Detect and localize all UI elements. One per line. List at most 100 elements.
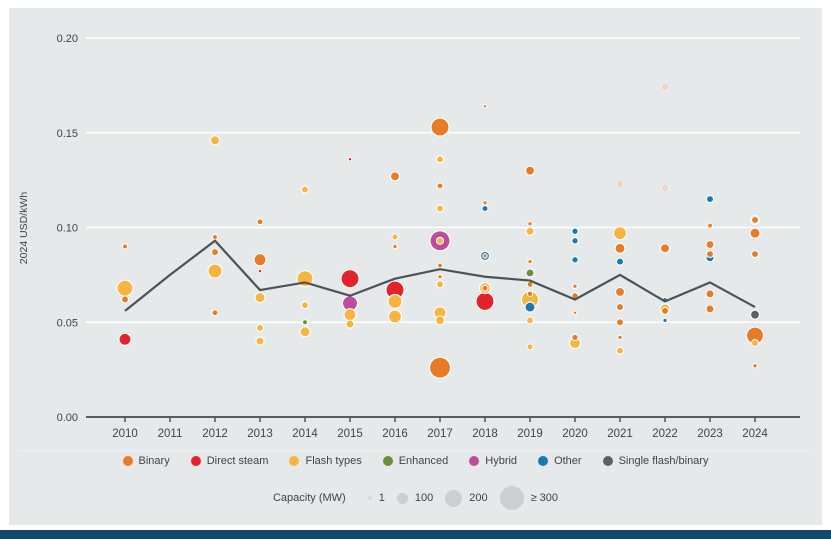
other-legend-dot-icon bbox=[538, 456, 549, 466]
bubble-binary bbox=[121, 243, 129, 250]
bubble-flash bbox=[345, 319, 355, 329]
bubble-flash bbox=[435, 204, 445, 213]
bubble-flash bbox=[300, 301, 310, 310]
x-tick-label: 2013 bbox=[247, 428, 273, 440]
bubble-binary bbox=[211, 309, 219, 317]
bubble-flash bbox=[207, 263, 223, 279]
bubble-flash bbox=[387, 293, 403, 309]
legend-item-label: Other bbox=[554, 455, 582, 467]
bubble-binary bbox=[705, 240, 715, 250]
legend-item-direct-steam: Direct steam bbox=[190, 455, 268, 467]
capacity-circle-icon bbox=[445, 489, 463, 507]
bubble-binary bbox=[705, 249, 715, 259]
enhanced-legend-dot-icon bbox=[382, 456, 393, 466]
bubble-binary bbox=[749, 227, 761, 239]
bubble-flash bbox=[612, 226, 628, 241]
bubble-binary bbox=[392, 243, 398, 250]
bubble-enhanced bbox=[525, 268, 535, 278]
lcoe-bubble-chart: 0.00 0.05 0.10 0.15 0.20 2024 USD/kWh 2010 2011… bbox=[18, 33, 811, 452]
capacity-legend-label: Capacity (MW) bbox=[272, 492, 346, 504]
direct-steam-legend-dot-icon bbox=[190, 456, 201, 466]
y-tick-label: 0.10 bbox=[57, 223, 78, 235]
bubble-binary bbox=[482, 103, 488, 109]
legend-item-hybrid: Hybrid bbox=[469, 455, 517, 467]
bubble-flash bbox=[525, 316, 535, 325]
binary-legend-dot-icon bbox=[122, 456, 133, 466]
bubble-other bbox=[705, 195, 715, 204]
bubble-single-flash-binary bbox=[749, 309, 761, 320]
bubble-other bbox=[571, 255, 579, 264]
capacity-item-label: ≥ 300 bbox=[530, 492, 559, 504]
legend-item-binary: Binary bbox=[122, 455, 170, 467]
bubble-binary bbox=[482, 253, 488, 259]
bubble-binary bbox=[527, 258, 533, 265]
bubble-binary bbox=[705, 304, 715, 314]
bubble-binary bbox=[615, 303, 625, 312]
legend-item-single-flash-binary: Single flash/binary bbox=[602, 455, 709, 467]
bubble-other bbox=[662, 317, 668, 324]
bubble-binary bbox=[705, 289, 715, 299]
bubble-flash bbox=[525, 226, 535, 236]
bubble-flash bbox=[255, 336, 265, 346]
bubble-direct-steam bbox=[257, 268, 263, 274]
legend-item-enhanced: Enhanced bbox=[382, 455, 449, 467]
bubble-binary bbox=[614, 286, 626, 297]
bubble-flash bbox=[343, 308, 357, 322]
y-tick-label: 0.00 bbox=[57, 412, 78, 424]
bubble-binary bbox=[256, 218, 264, 226]
bubble-flash bbox=[526, 343, 534, 351]
bubble-flash bbox=[617, 181, 623, 187]
category-legend: Binary Direct steam Flash types Enhanced Hyb… bbox=[9, 455, 822, 467]
x-tick-label: 2023 bbox=[697, 428, 723, 440]
legend-item-label: Enhanced bbox=[398, 455, 449, 467]
bubble-binary bbox=[482, 200, 488, 206]
bubble-direct-steam bbox=[475, 291, 495, 311]
bubble-flash bbox=[209, 135, 221, 146]
bubble-binary bbox=[524, 165, 536, 176]
bubble-other bbox=[571, 227, 579, 236]
bubble-direct-steam bbox=[340, 269, 360, 289]
y-tick-label: 0.15 bbox=[57, 128, 78, 140]
legend-item-label: Single flash/binary bbox=[618, 455, 709, 467]
y-axis-title: 2024 USD/kWh bbox=[18, 192, 30, 265]
capacity-item: 200 bbox=[445, 489, 488, 507]
x-tick-label: 2014 bbox=[292, 428, 318, 440]
y-tick-label: 0.20 bbox=[57, 33, 78, 45]
bubble-enhanced bbox=[301, 319, 309, 326]
capacity-item: 100 bbox=[396, 492, 434, 504]
bubble-flash bbox=[615, 346, 625, 355]
bubble-binary bbox=[750, 215, 760, 224]
bubble-flash bbox=[254, 292, 266, 304]
bubble-binary bbox=[752, 363, 758, 369]
bubble-binary bbox=[436, 182, 444, 190]
bubble-flash bbox=[435, 155, 445, 164]
bubble-binary bbox=[571, 333, 579, 342]
capacity-item-label: 100 bbox=[414, 492, 434, 504]
bubble-flash bbox=[387, 309, 403, 324]
bubble-flash bbox=[435, 236, 445, 245]
bubble-binary bbox=[614, 242, 626, 254]
single-flash-binary-legend-dot-icon bbox=[602, 456, 613, 466]
bubble-binary bbox=[428, 356, 452, 379]
bubble-binary bbox=[617, 334, 623, 341]
bubble-binary bbox=[659, 243, 671, 254]
bubble-flash bbox=[435, 280, 445, 289]
capacity-circle-icon bbox=[499, 486, 524, 510]
capacity-item-label: 1 bbox=[378, 492, 385, 504]
legend-item-flash: Flash types bbox=[289, 455, 362, 467]
x-tick-label: 2012 bbox=[202, 428, 228, 440]
bubble-direct-steam bbox=[118, 332, 132, 346]
footer-accent-bar bbox=[0, 530, 831, 539]
bubble-other bbox=[615, 257, 625, 266]
bubble-binary bbox=[481, 284, 489, 292]
legend-item-other: Other bbox=[538, 455, 582, 467]
capacity-circle-icon bbox=[396, 492, 408, 504]
bubble-other bbox=[524, 301, 536, 313]
legend-item-label: Binary bbox=[138, 455, 170, 467]
legend-item-label: Flash types bbox=[305, 455, 362, 467]
capacity-circle-icon bbox=[367, 496, 372, 500]
bubble-binary bbox=[437, 274, 443, 280]
bubble-binary bbox=[527, 220, 533, 227]
legend-item-label: Hybrid bbox=[485, 455, 518, 467]
